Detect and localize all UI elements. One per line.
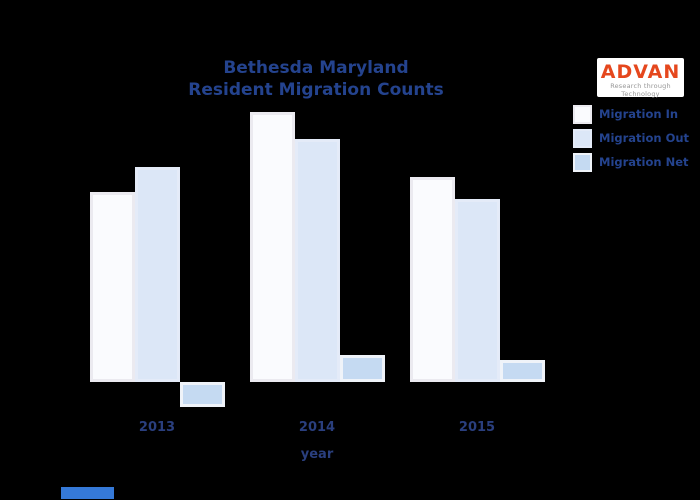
bar-migration-out-2014 — [294, 139, 340, 382]
advan-logo: ADVAN Research through Technology — [597, 58, 684, 98]
bar-migration-in-2014 — [249, 112, 295, 382]
x-tick-2015: 2015 — [458, 420, 496, 435]
bar-migration-in-2015 — [409, 177, 455, 382]
legend-swatch-icon — [573, 152, 592, 172]
advan-logo-tagline: Research through Technology — [610, 82, 671, 98]
bar-migration-out-2015 — [454, 199, 500, 382]
legend-item-label: Migration Out — [599, 131, 690, 145]
legend-item-migration-in: Migration In — [573, 102, 689, 126]
bar-migration-in-2013 — [89, 192, 135, 382]
advan-logo-text: ADVAN — [600, 61, 681, 83]
bottom-accent-bar — [61, 487, 114, 499]
bar-migration-net-2013 — [179, 382, 225, 407]
x-axis-label: year — [300, 447, 334, 462]
x-tick-2014: 2014 — [298, 420, 336, 435]
bar-migration-out-2013 — [134, 167, 180, 382]
chart-title-line1: Bethesda Maryland — [223, 58, 409, 78]
legend-item-label: Migration In — [599, 107, 679, 121]
legend-item-migration-out: Migration Out — [573, 126, 689, 150]
chart-title: Bethesda Maryland Resident Migration Cou… — [130, 57, 502, 101]
legend-swatch-icon — [573, 128, 592, 148]
x-tick-2013: 2013 — [138, 420, 176, 435]
legend-swatch-icon — [573, 104, 592, 124]
legend-item-migration-net: Migration Net — [573, 150, 689, 174]
legend: Migration In Migration Out Migration Net — [573, 102, 689, 174]
legend-item-label: Migration Net — [599, 155, 689, 169]
chart-title-line2: Resident Migration Counts — [188, 80, 444, 100]
bar-migration-net-2014 — [339, 355, 385, 382]
bar-migration-net-2015 — [499, 360, 545, 382]
